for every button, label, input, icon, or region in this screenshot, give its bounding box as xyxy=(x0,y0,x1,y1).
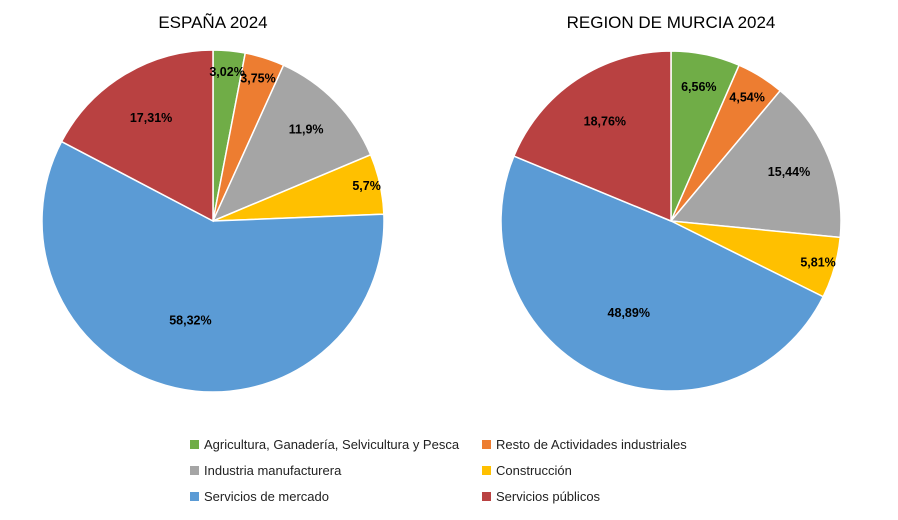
data-label: 17,31% xyxy=(130,111,172,125)
legend-label: Construcción xyxy=(496,463,572,478)
legend-item: Servicios públicos xyxy=(482,488,750,505)
legend: Agricultura, Ganadería, Selvicultura y P… xyxy=(190,436,750,505)
legend-swatch xyxy=(190,492,199,501)
legend-swatch xyxy=(482,440,491,449)
pie-slice xyxy=(41,140,385,393)
legend-label: Industria manufacturera xyxy=(204,463,342,478)
legend-item: Resto de Actividades industriales xyxy=(482,436,750,453)
data-label: 48,89% xyxy=(608,306,650,320)
pie-slice xyxy=(669,89,842,239)
data-label: 18,76% xyxy=(584,114,626,128)
legend-item: Agricultura, Ganadería, Selvicultura y P… xyxy=(190,436,482,453)
data-label: 4,54% xyxy=(729,90,764,104)
legend-swatch xyxy=(482,466,491,475)
data-label: 3,75% xyxy=(240,72,275,86)
data-label: 3,02% xyxy=(209,65,244,79)
legend-swatch xyxy=(190,466,199,475)
data-label: 5,81% xyxy=(800,255,835,269)
legend-label: Agricultura, Ganadería, Selvicultura y P… xyxy=(204,437,460,452)
pie-slice xyxy=(60,49,214,223)
data-label: 58,32% xyxy=(169,313,211,327)
chart-title: REGION DE MURCIA 2024 xyxy=(567,13,776,32)
legend-item: Servicios de mercado xyxy=(190,488,482,505)
legend-swatch xyxy=(482,492,491,501)
data-label: 15,44% xyxy=(768,165,810,179)
data-label: 11,9% xyxy=(289,123,324,137)
pie-slice xyxy=(512,50,672,223)
pie-slice xyxy=(500,155,825,392)
legend-label: Servicios públicos xyxy=(496,489,601,504)
legend-item: Construcción xyxy=(482,462,750,479)
legend-swatch xyxy=(190,440,199,449)
legend-label: Servicios de mercado xyxy=(204,489,329,504)
legend-label: Resto de Actividades industriales xyxy=(496,437,687,452)
data-label: 6,56% xyxy=(681,80,716,94)
chart-title: ESPAÑA 2024 xyxy=(158,13,267,32)
pie-slice xyxy=(211,64,372,223)
data-label: 5,7% xyxy=(352,179,381,193)
legend-item: Industria manufacturera xyxy=(190,462,482,479)
